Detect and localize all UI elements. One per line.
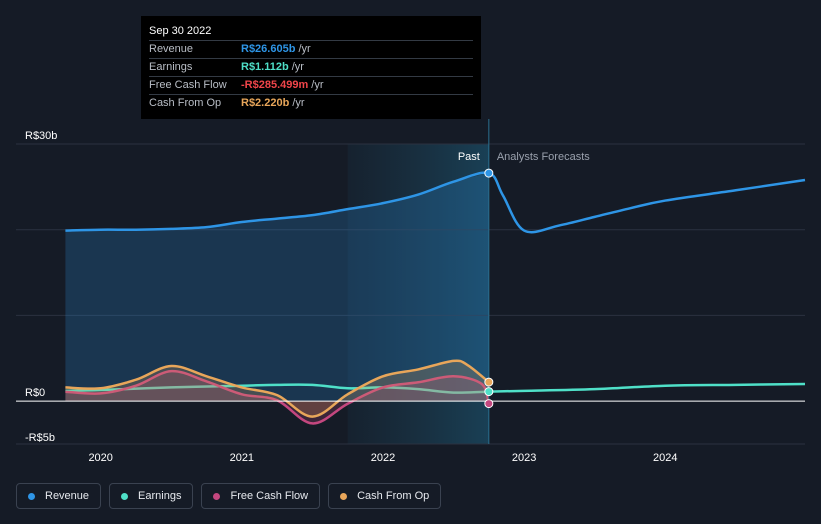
tooltip-value: R$2.220b (241, 97, 290, 109)
revenue-line (65, 171, 806, 234)
tooltip-label: Free Cash Flow (149, 79, 227, 91)
legend-dot-icon (340, 492, 348, 500)
legend-item-earnings[interactable]: Earnings (109, 483, 194, 509)
legend-item-revenue[interactable]: Revenue (16, 483, 102, 509)
tooltip-unit: /yr (292, 97, 305, 109)
tooltip-unit: /yr (298, 43, 311, 55)
legend-dot-icon (121, 492, 129, 500)
revenue-marker (484, 168, 494, 178)
x-tick-label: 2022 (371, 452, 395, 464)
legend-label: Free Cash Flow (230, 490, 309, 502)
x-tick-label: 2024 (653, 452, 677, 464)
tooltip-row-free-cash-flow: Free Cash Flow -R$285.499m /yr (149, 76, 473, 94)
legend-label: Cash From Op (357, 490, 430, 502)
tooltip-label: Earnings (149, 61, 193, 73)
earnings-line (65, 382, 806, 394)
y-tick-label: -R$5b (25, 432, 55, 444)
legend-dot-icon (213, 492, 221, 500)
cash-from-op-marker (484, 377, 494, 387)
cash-from-op-line (65, 359, 490, 418)
x-tick-label: 2020 (88, 452, 112, 464)
forecast-label: Analysts Forecasts (497, 151, 590, 163)
legend-dot-icon (28, 492, 35, 500)
y-tick-label: R$0 (25, 387, 45, 399)
tooltip-label: Cash From Op (149, 97, 222, 109)
tooltip-value: R$1.112b (241, 61, 289, 73)
tooltip-row-revenue: Revenue R$26.605b /yr (149, 40, 473, 58)
tooltip-row-earnings: Earnings R$1.112b /yr (149, 58, 473, 76)
tooltip-label: Revenue (149, 43, 194, 55)
cash-from-op-area (65, 360, 489, 417)
legend-label: Revenue (45, 490, 90, 502)
tooltip-unit: /yr (311, 79, 324, 91)
earnings-marker (484, 387, 494, 397)
revenue-area (65, 173, 489, 402)
tooltip-row-cash-from-op: Cash From Op R$2.220b /yr (149, 94, 473, 112)
legend-item-cash-from-op[interactable]: Cash From Op (328, 483, 442, 509)
free-cash-flow-marker (484, 399, 494, 409)
legend-item-free-cash-flow[interactable]: Free Cash Flow (201, 483, 321, 509)
legend-label: Earnings (138, 490, 182, 502)
legend: Revenue Earnings Free Cash Flow Cash Fro… (16, 483, 442, 509)
tooltip-value: R$26.605b (241, 43, 296, 55)
x-tick-label: 2021 (230, 452, 254, 464)
tooltip-value: -R$285.499m (241, 79, 309, 91)
x-tick-label: 2023 (512, 452, 536, 464)
past-label: Past (458, 151, 480, 163)
y-tick-label: R$30b (25, 130, 57, 142)
tooltip-date: Sep 30 2022 (149, 25, 212, 37)
tooltip-unit: /yr (291, 61, 304, 73)
tooltip: Sep 30 2022 Revenue R$26.605b /yr Earnin… (141, 16, 481, 119)
free-cash-flow-area (65, 371, 489, 424)
free-cash-flow-line (65, 369, 491, 425)
